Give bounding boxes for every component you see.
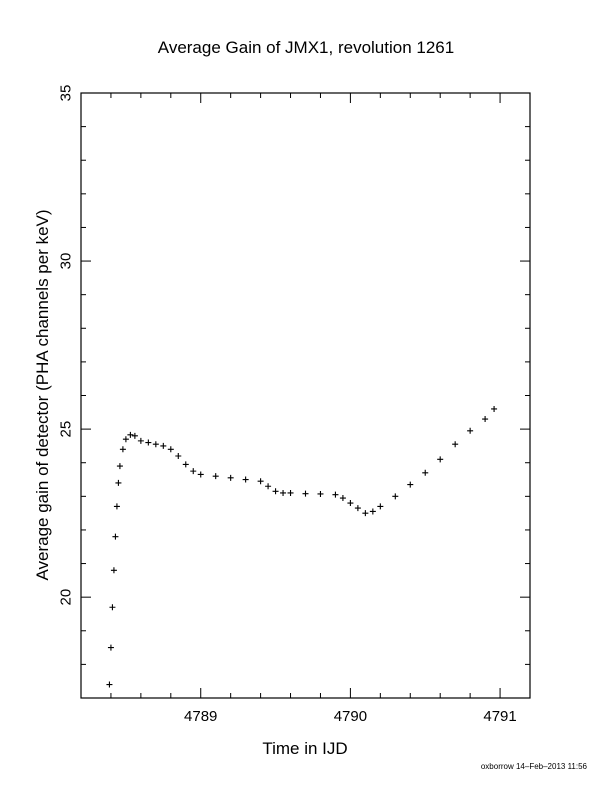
data-point [175,453,182,459]
data-point [122,436,129,443]
x-tick-label: 4789 [184,708,217,725]
x-tick-label: 4791 [483,708,516,725]
data-point [452,441,459,448]
data-point [339,495,346,502]
data-point [160,442,167,449]
data-point [152,441,159,448]
data-point [145,439,152,446]
y-tick-label: 30 [58,253,75,270]
data-point [272,488,279,495]
y-tick-label: 35 [58,85,75,102]
data-point [347,500,354,507]
data-point [265,483,272,490]
data-point [167,446,174,453]
data-point [317,490,324,497]
x-tick-label: 4790 [334,708,367,725]
data-point [302,490,309,497]
footer-note: oxborrow 14–Feb–2013 11:56 [481,762,588,771]
data-point [332,491,339,498]
data-point [354,505,361,512]
data-point [115,479,122,486]
data-point [182,461,189,468]
data-point [110,567,117,574]
x-axis-label: Time in IJD [262,739,347,758]
data-point [362,510,369,517]
data-point [197,471,204,478]
data-point [392,493,399,500]
data-point [407,481,414,488]
data-point [113,503,120,510]
data-point [127,431,134,438]
y-axis-label: Average gain of detector (PHA channels p… [33,209,52,580]
data-point [212,473,219,480]
data-point [287,489,294,496]
y-tick-label: 20 [58,589,75,606]
data-point [257,478,264,485]
data-point [491,405,498,412]
y-tick-label: 25 [58,421,75,438]
data-point [369,508,376,515]
data-point [227,474,234,481]
data-point [137,437,144,444]
data-point [482,416,489,423]
data-point [119,446,126,453]
data-point [190,468,197,475]
data-point [106,681,113,688]
data-point [437,456,444,463]
data-point [112,533,119,540]
data-point [109,604,116,611]
data-series [106,405,498,688]
data-point [422,469,429,476]
data-point [107,644,114,651]
data-point [242,476,249,483]
data-point [467,427,474,434]
chart-title: Average Gain of JMX1, revolution 1261 [158,38,454,57]
data-point [131,432,138,439]
data-point [377,503,384,510]
plot-frame [80,92,531,699]
data-point [116,463,123,470]
axis-ticks: 4789 4790 4791 20 25 30 35 [58,85,531,725]
data-point [280,489,287,496]
